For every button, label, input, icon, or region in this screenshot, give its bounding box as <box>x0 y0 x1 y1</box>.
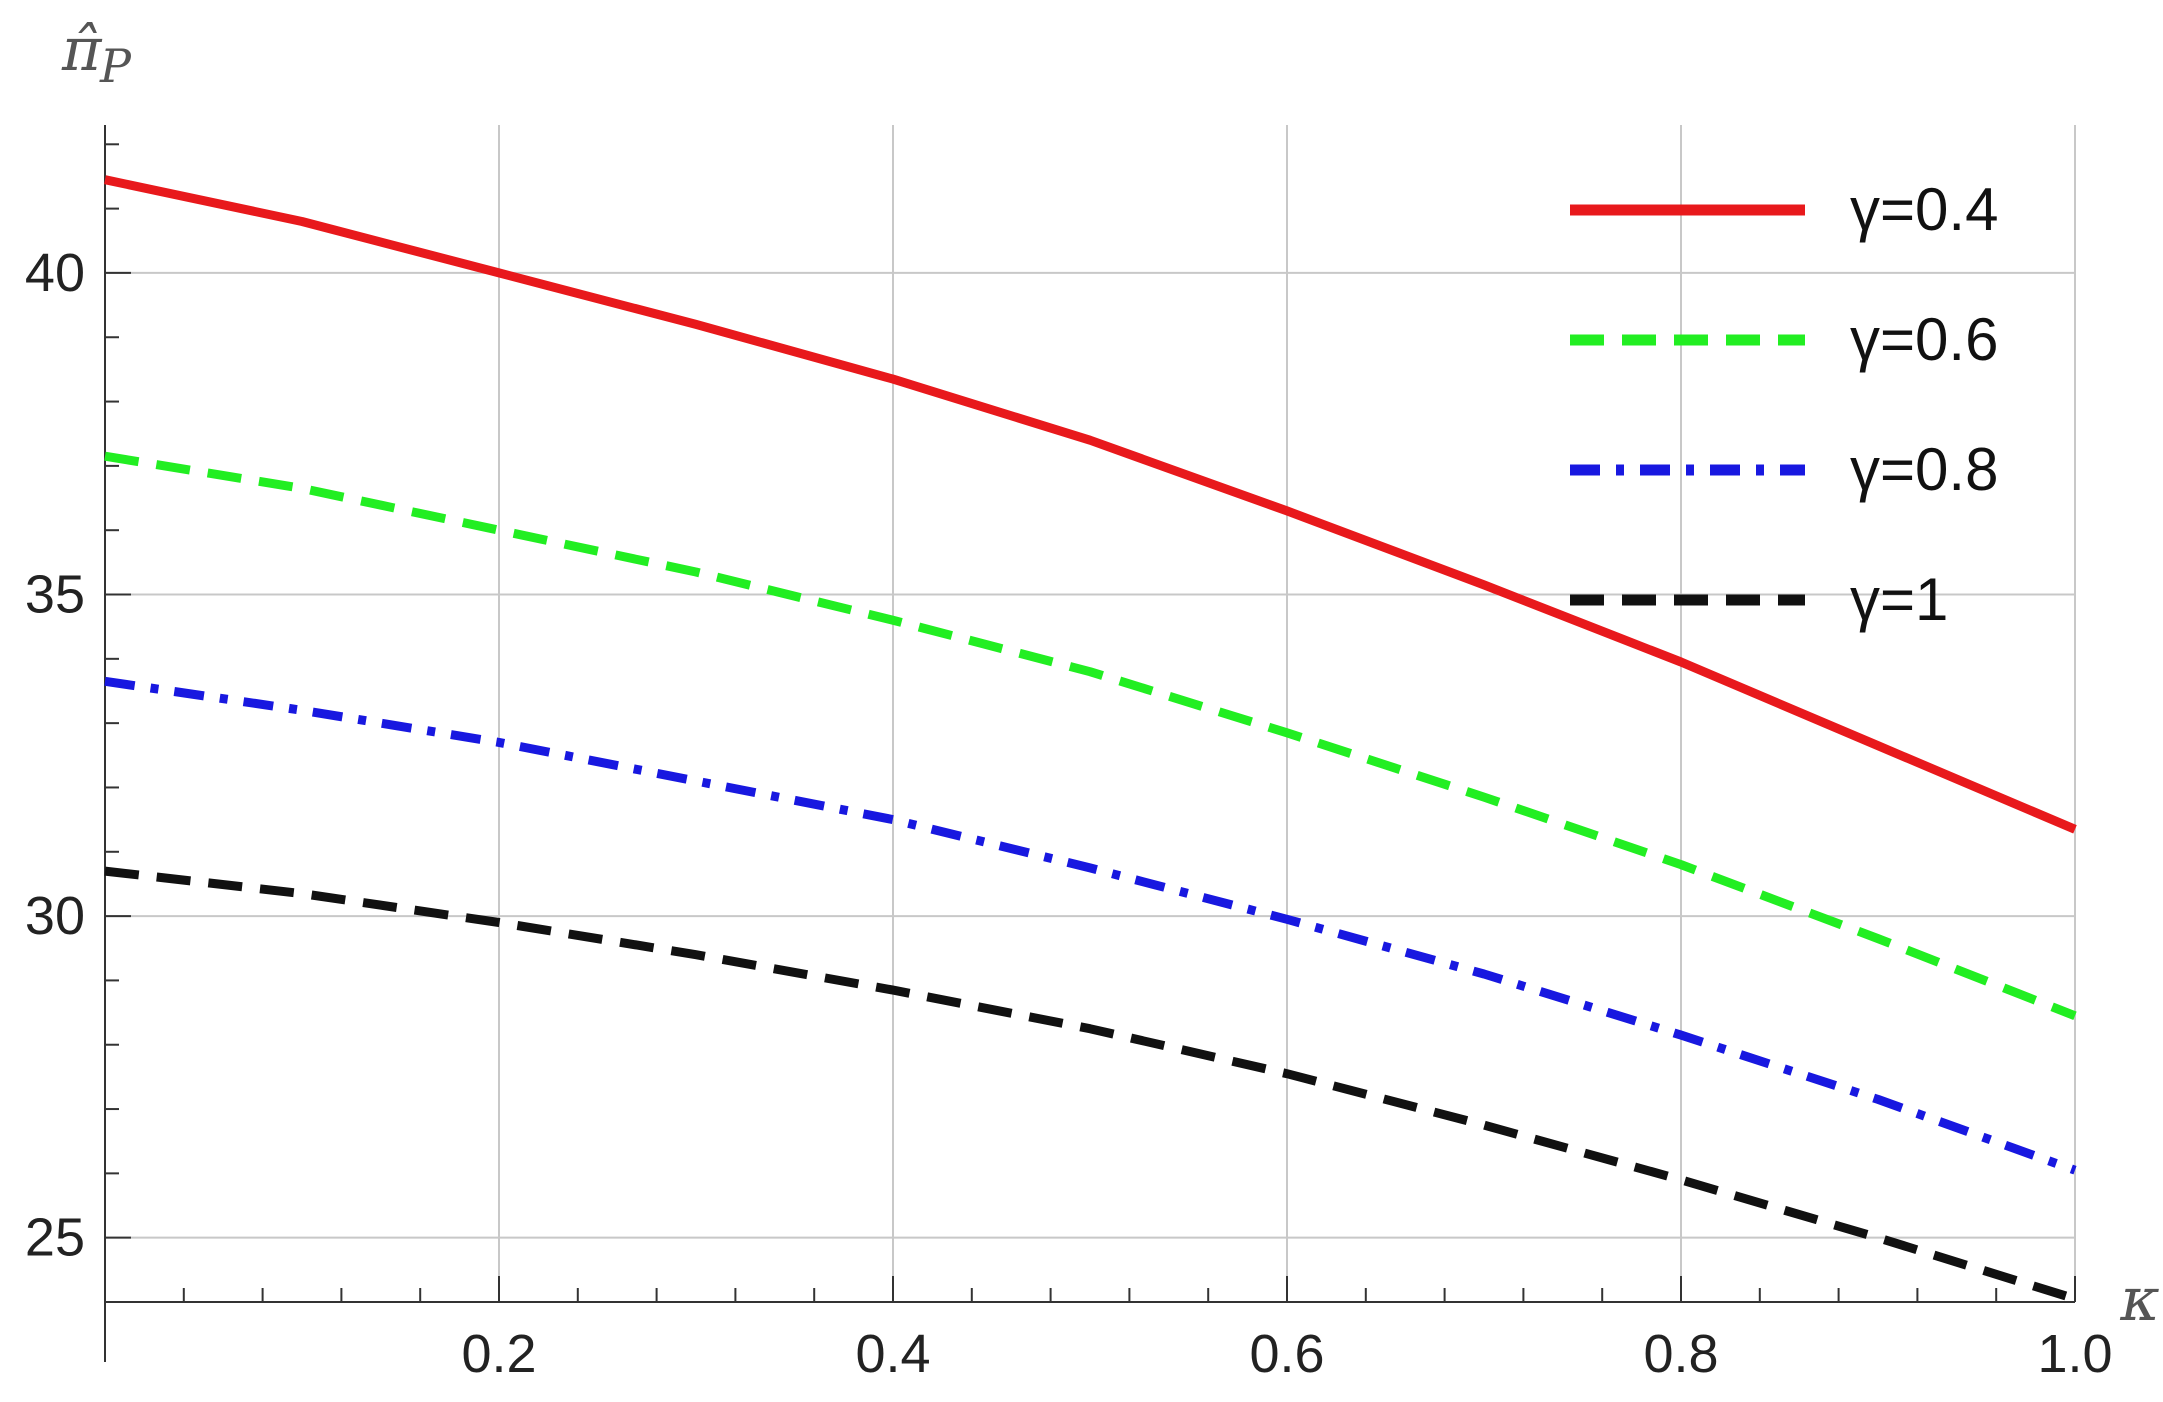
x-tick-label-3: 0.8 <box>1643 1324 1718 1384</box>
tick-labels: 0.2 0.4 0.6 0.8 1.0 25 30 35 40 <box>25 243 2113 1384</box>
series-line-0 <box>104 175 2077 834</box>
legend-label-2: γ=0.8 <box>1850 436 1998 503</box>
grid <box>105 125 2076 1302</box>
series-line-2 <box>104 676 2077 1175</box>
legend: γ=0.4 γ=0.6 γ=0.8 γ=1 <box>1570 176 1998 633</box>
y-axis-label-sub: P <box>99 39 132 93</box>
y-axis-label-main: π̂ <box>61 15 103 85</box>
series-line-1 <box>104 451 2077 1020</box>
y-axis-label: π̂ P <box>61 15 132 93</box>
series-line-3 <box>104 866 2077 1304</box>
x-tick-label-2: 0.6 <box>1249 1324 1324 1384</box>
y-tick-label-0: 25 <box>25 1208 85 1268</box>
x-tick-label-4: 1.0 <box>2037 1324 2112 1384</box>
legend-label-1: γ=0.6 <box>1850 306 1998 373</box>
legend-label-0: γ=0.4 <box>1850 176 1998 243</box>
legend-label-3: γ=1 <box>1850 566 1948 633</box>
y-tick-label-3: 40 <box>25 243 85 303</box>
x-tick-label-1: 0.4 <box>855 1324 930 1384</box>
x-tick-label-0: 0.2 <box>461 1324 536 1384</box>
axes <box>104 125 2075 1362</box>
x-axis-label: κ <box>2119 1265 2159 1335</box>
y-tick-label-2: 35 <box>25 565 85 625</box>
y-tick-label-1: 30 <box>25 886 85 946</box>
series-lines <box>104 175 2077 1304</box>
ticks <box>105 143 2076 1302</box>
